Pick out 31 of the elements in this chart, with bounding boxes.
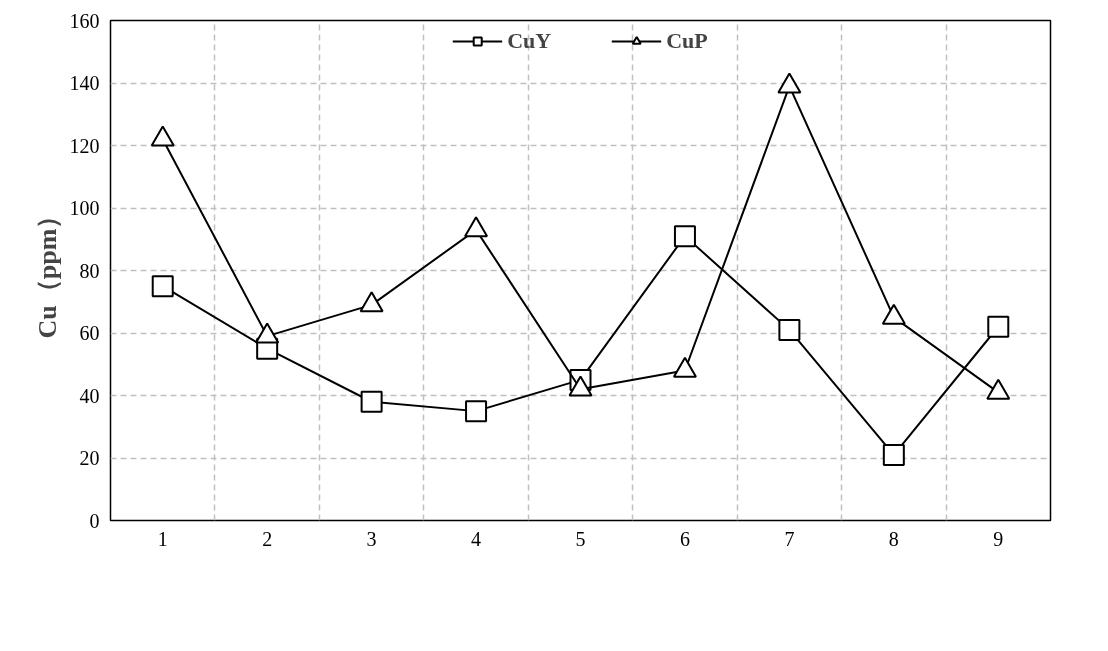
point	[987, 315, 1010, 338]
x-tick-label: 6	[679, 527, 690, 550]
x-tick-label: 1	[157, 527, 168, 550]
x-tick-label: 7	[784, 527, 795, 550]
x-tick-label: 3	[366, 527, 377, 550]
point	[464, 216, 489, 238]
y-tick-label: 80	[79, 259, 100, 282]
y-tick-label: 60	[79, 322, 100, 344]
point	[150, 125, 175, 147]
y-tick-label: 0	[89, 509, 100, 532]
point	[360, 390, 383, 413]
y-tick-label: 120	[69, 134, 100, 157]
point	[778, 318, 801, 341]
point	[882, 443, 905, 466]
point	[777, 72, 802, 94]
legend-label: CuY	[507, 28, 552, 54]
point	[465, 400, 488, 423]
y-tick-label: 140	[69, 72, 100, 94]
y-tick-label: 40	[79, 384, 100, 407]
x-tick-label: 4	[471, 527, 482, 550]
y-tick-label: 20	[79, 447, 100, 469]
y-tick-label: 100	[69, 197, 100, 219]
x-tick-label: 2	[262, 527, 273, 550]
legend-label: CuP	[666, 28, 708, 54]
y-tick-label: 160	[69, 9, 100, 32]
point	[151, 275, 174, 298]
x-tick-label: 5	[575, 527, 586, 550]
x-tick-label: 9	[993, 527, 1004, 550]
point	[359, 291, 384, 313]
y-axis-title: Cu（ppm）	[32, 202, 62, 339]
x-tick-label: 8	[888, 527, 899, 550]
